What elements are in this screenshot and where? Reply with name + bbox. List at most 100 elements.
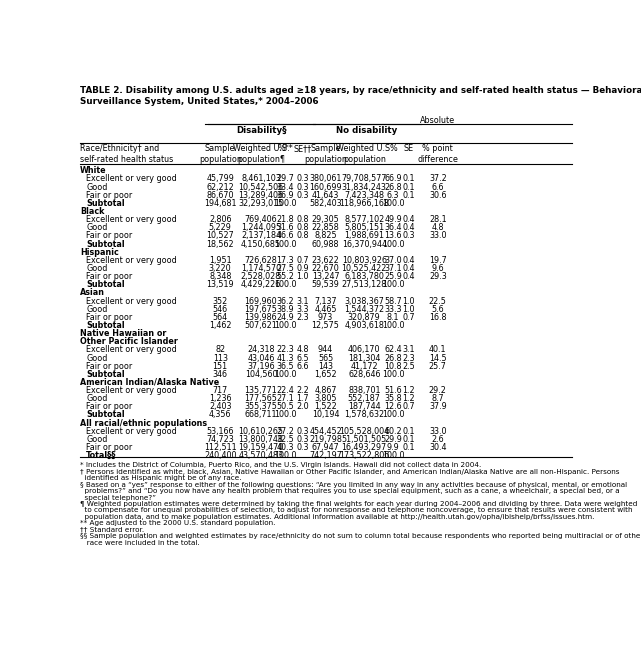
Text: 100.0: 100.0 bbox=[274, 321, 297, 330]
Text: Fair or poor: Fair or poor bbox=[86, 191, 132, 200]
Text: Good: Good bbox=[86, 394, 108, 403]
Text: 181,304: 181,304 bbox=[348, 353, 381, 363]
Text: Excellent or very good: Excellent or very good bbox=[86, 296, 177, 306]
Text: ¶ Weighted population estimates were determined by taking the final weights for : ¶ Weighted population estimates were det… bbox=[80, 501, 638, 507]
Text: 2,403: 2,403 bbox=[209, 402, 231, 411]
Text: 4,150,685: 4,150,685 bbox=[241, 240, 281, 249]
Text: 13,247: 13,247 bbox=[312, 272, 339, 281]
Text: Asian: Asian bbox=[80, 288, 105, 298]
Text: 3.1: 3.1 bbox=[296, 296, 309, 306]
Text: 19,159,470: 19,159,470 bbox=[238, 443, 283, 452]
Text: 1,462: 1,462 bbox=[209, 321, 231, 330]
Text: 1,236: 1,236 bbox=[209, 394, 231, 403]
Text: 5,805,151: 5,805,151 bbox=[344, 223, 385, 232]
Text: 352: 352 bbox=[213, 296, 228, 306]
Text: 0.4: 0.4 bbox=[403, 272, 415, 281]
Text: 143: 143 bbox=[318, 362, 333, 371]
Text: Black: Black bbox=[80, 207, 104, 216]
Text: Subtotal: Subtotal bbox=[86, 370, 125, 379]
Text: 380,061: 380,061 bbox=[310, 175, 342, 183]
Text: 10.8: 10.8 bbox=[385, 362, 402, 371]
Text: 49.9: 49.9 bbox=[384, 215, 402, 224]
Text: special telephone?”: special telephone?” bbox=[80, 494, 156, 500]
Text: 41,172: 41,172 bbox=[351, 362, 378, 371]
Text: Good: Good bbox=[86, 304, 108, 314]
Text: 100.0: 100.0 bbox=[382, 451, 404, 460]
Text: 31,834,243: 31,834,243 bbox=[342, 183, 387, 191]
Text: 7,423,348: 7,423,348 bbox=[344, 191, 385, 200]
Text: Excellent or very good: Excellent or very good bbox=[86, 386, 177, 395]
Text: 4.8: 4.8 bbox=[431, 223, 444, 232]
Text: Excellent or very good: Excellent or very good bbox=[86, 427, 177, 436]
Text: 13,800,748: 13,800,748 bbox=[238, 435, 283, 444]
Text: 67,947: 67,947 bbox=[312, 443, 339, 452]
Text: 726,628: 726,628 bbox=[245, 256, 278, 265]
Text: 62,212: 62,212 bbox=[206, 183, 234, 191]
Text: 36.5: 36.5 bbox=[276, 362, 294, 371]
Text: 944: 944 bbox=[318, 345, 333, 355]
Text: 100.0: 100.0 bbox=[382, 240, 404, 249]
Text: Subtotal: Subtotal bbox=[86, 199, 125, 208]
Text: Excellent or very good: Excellent or very good bbox=[86, 345, 177, 355]
Text: 40.1: 40.1 bbox=[429, 345, 447, 355]
Text: %: % bbox=[389, 144, 397, 153]
Text: 30.6: 30.6 bbox=[429, 191, 447, 200]
Text: 10,525,422: 10,525,422 bbox=[342, 264, 387, 273]
Text: 22,858: 22,858 bbox=[312, 223, 339, 232]
Text: problems?” and “Do you now have any health problem that requires you to use spec: problems?” and “Do you now have any heal… bbox=[80, 488, 620, 494]
Text: 1.2: 1.2 bbox=[402, 386, 415, 395]
Text: 3.1: 3.1 bbox=[403, 345, 415, 355]
Text: 13.6: 13.6 bbox=[385, 231, 402, 240]
Text: 187,744: 187,744 bbox=[348, 402, 381, 411]
Text: 33.0: 33.0 bbox=[429, 427, 447, 436]
Text: 1.2: 1.2 bbox=[402, 394, 415, 403]
Text: §§ Sample population and weighted estimates by race/ethnicity do not sum to colu: §§ Sample population and weighted estima… bbox=[80, 533, 641, 539]
Text: 24,318: 24,318 bbox=[247, 345, 275, 355]
Text: 118,966,168: 118,966,168 bbox=[339, 199, 389, 208]
Text: 46.6: 46.6 bbox=[276, 231, 294, 240]
Text: 0.3: 0.3 bbox=[296, 183, 309, 191]
Text: 13,289,406: 13,289,406 bbox=[238, 191, 283, 200]
Text: 37.9: 37.9 bbox=[429, 402, 447, 411]
Text: 219,798: 219,798 bbox=[309, 435, 342, 444]
Text: 320,879: 320,879 bbox=[348, 313, 381, 322]
Text: Sample
population: Sample population bbox=[199, 144, 242, 163]
Text: Disability§: Disability§ bbox=[236, 126, 287, 134]
Text: 60.2: 60.2 bbox=[385, 427, 402, 436]
Text: 1,988,691: 1,988,691 bbox=[344, 231, 385, 240]
Text: 0.3: 0.3 bbox=[296, 175, 309, 183]
Text: 22.5: 22.5 bbox=[429, 296, 447, 306]
Text: 29.2: 29.2 bbox=[429, 386, 447, 395]
Text: 1,578,632: 1,578,632 bbox=[344, 411, 385, 419]
Text: 60,988: 60,988 bbox=[312, 240, 339, 249]
Text: 0.4: 0.4 bbox=[403, 264, 415, 273]
Text: population data, and to make population estimates. Additional information availa: population data, and to make population … bbox=[80, 514, 594, 520]
Text: 29.3: 29.3 bbox=[429, 272, 447, 281]
Text: Good: Good bbox=[86, 223, 108, 232]
Text: Good: Good bbox=[86, 183, 108, 191]
Text: 582,403: 582,403 bbox=[309, 199, 342, 208]
Text: 0.1: 0.1 bbox=[403, 443, 415, 452]
Text: 0.8: 0.8 bbox=[296, 231, 309, 240]
Text: 1.0: 1.0 bbox=[296, 272, 309, 281]
Text: 2.5: 2.5 bbox=[402, 362, 415, 371]
Text: 8,461,103: 8,461,103 bbox=[241, 175, 281, 183]
Text: 37.0: 37.0 bbox=[385, 256, 402, 265]
Text: 2.6: 2.6 bbox=[431, 435, 444, 444]
Text: 16,370,944: 16,370,944 bbox=[342, 240, 387, 249]
Text: Fair or poor: Fair or poor bbox=[86, 402, 132, 411]
Text: 100.0: 100.0 bbox=[274, 411, 297, 419]
Text: 3,038,367: 3,038,367 bbox=[344, 296, 384, 306]
Text: identified as Hispanic might be of any race.: identified as Hispanic might be of any r… bbox=[80, 475, 242, 481]
Text: 16.8: 16.8 bbox=[429, 313, 447, 322]
Text: 8.7: 8.7 bbox=[431, 394, 444, 403]
Text: 4,356: 4,356 bbox=[209, 411, 231, 419]
Text: 100.0: 100.0 bbox=[274, 370, 297, 379]
Text: 82: 82 bbox=[215, 345, 225, 355]
Text: 12,575: 12,575 bbox=[312, 321, 340, 330]
Text: 6.6: 6.6 bbox=[296, 362, 309, 371]
Text: 21.8: 21.8 bbox=[276, 215, 294, 224]
Text: 0.7: 0.7 bbox=[296, 256, 309, 265]
Text: 55.2: 55.2 bbox=[276, 272, 294, 281]
Text: 112,511: 112,511 bbox=[204, 443, 237, 452]
